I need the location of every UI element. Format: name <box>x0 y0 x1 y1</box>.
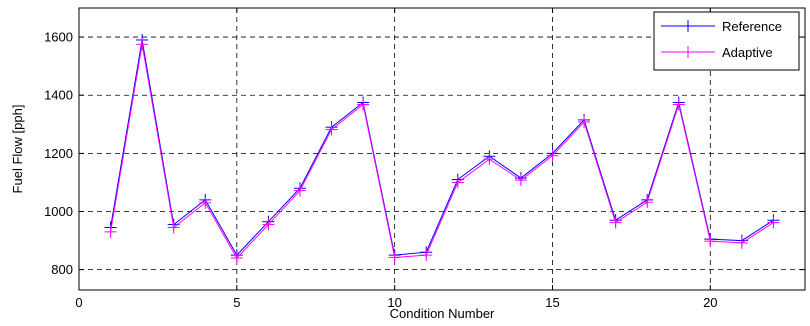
x-axis-label: Condition Number <box>390 306 495 321</box>
data-point-adaptive-11 <box>420 249 433 262</box>
y-axis-label: Fuel Flow [pph] <box>10 105 25 194</box>
data-point-adaptive-13 <box>483 153 496 166</box>
y-tick-label-2: 1200 <box>44 146 73 161</box>
x-tick-label-3: 15 <box>545 295 559 310</box>
x-tick-label-1: 5 <box>233 295 240 310</box>
data-point-adaptive-19 <box>672 98 685 111</box>
data-point-adaptive-17 <box>609 216 622 229</box>
data-point-adaptive-4 <box>199 196 212 209</box>
series-line-reference <box>110 39 774 256</box>
data-point-adaptive-9 <box>357 98 370 111</box>
x-tick-label-4: 20 <box>703 295 717 310</box>
data-point-adaptive-15 <box>546 149 559 162</box>
data-point-adaptive-3 <box>167 221 180 234</box>
data-point-adaptive-22 <box>767 216 780 229</box>
data-point-adaptive-12 <box>451 176 464 189</box>
data-point-adaptive-16 <box>578 115 591 128</box>
data-point-adaptive-7 <box>293 184 306 197</box>
y-axis-ticks: 800 1000 1200 1400 1600 <box>44 30 805 277</box>
data-point-adaptive-6 <box>262 218 275 231</box>
series-group <box>104 33 780 265</box>
y-tick-label-0: 800 <box>51 262 73 277</box>
legend: Reference Adaptive <box>653 11 800 71</box>
data-point-adaptive-10 <box>388 251 401 264</box>
data-point-adaptive-14 <box>514 174 527 187</box>
x-axis-ticks: 0 5 10 15 20 <box>75 8 718 310</box>
x-tick-label-0: 0 <box>75 295 82 310</box>
data-point-adaptive-5 <box>230 252 243 265</box>
data-point-adaptive-2 <box>136 38 149 51</box>
legend-label-reference: Reference <box>722 19 782 34</box>
data-point-adaptive-1 <box>104 225 117 238</box>
x-tick-label-2: 10 <box>387 295 401 310</box>
y-tick-label-3: 1400 <box>44 88 73 103</box>
data-point-adaptive-21 <box>735 236 748 249</box>
series-line-adaptive <box>110 44 774 259</box>
y-tick-label-4: 1600 <box>44 30 73 45</box>
data-point-adaptive-18 <box>641 196 654 209</box>
data-point-adaptive-8 <box>325 123 338 136</box>
data-point-adaptive-20 <box>704 235 717 248</box>
legend-marker-adaptive <box>682 46 694 58</box>
legend-label-adaptive: Adaptive <box>722 45 773 60</box>
legend-marker-reference <box>682 20 694 32</box>
legend-box <box>653 11 800 71</box>
plot-frame <box>78 7 806 291</box>
y-tick-label-1: 1000 <box>44 204 73 219</box>
